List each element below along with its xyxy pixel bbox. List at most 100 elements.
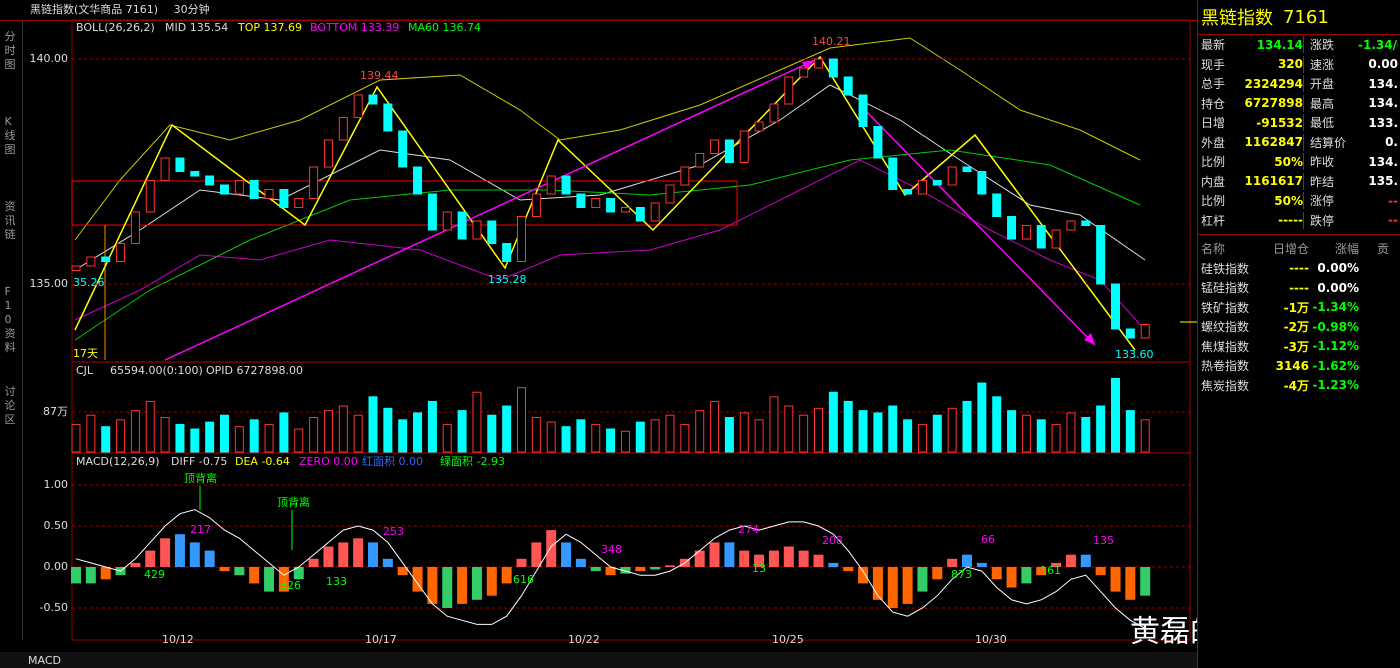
volume-bar <box>368 396 378 453</box>
list-row[interactable]: 硅铁指数 ---- 0.00% <box>1198 259 1400 279</box>
candle <box>977 171 987 195</box>
tab[interactable]: MACD <box>28 654 61 667</box>
macd-bar <box>709 542 720 567</box>
volume-bar <box>947 407 957 453</box>
macd-bar <box>932 567 943 580</box>
candle <box>724 139 734 163</box>
macd-bar <box>724 542 735 567</box>
date-label: 10/12 <box>162 633 194 646</box>
macd-bar <box>561 542 572 567</box>
label: 涨停 <box>1303 192 1358 210</box>
macd-bar <box>1095 567 1106 576</box>
side-tab[interactable]: K线图 <box>4 115 16 156</box>
volume-bar <box>814 407 823 453</box>
cell: 热卷指数 <box>1201 359 1250 374</box>
value: ----- <box>1278 213 1303 228</box>
value: -1.34/0.99 <box>1358 37 1398 52</box>
cell: -2万 <box>1283 320 1309 335</box>
quote-row: 比例 50% 涨停 -- <box>1198 191 1400 211</box>
volume-bar <box>576 419 586 453</box>
list-row[interactable]: 螺纹指数 -2万 -0.98% <box>1198 317 1400 337</box>
label: 开盘 <box>1303 75 1358 93</box>
value: 320 <box>1277 57 1303 72</box>
annotation: 35.26 <box>73 276 105 289</box>
macd-bar <box>1140 567 1151 596</box>
candle <box>888 157 898 190</box>
macd-bar <box>783 546 794 567</box>
list-row[interactable]: 铁矿指数 -1万 -1.34% <box>1198 298 1400 318</box>
list-row[interactable]: 焦炭指数 -4万 -1.23% <box>1198 376 1400 396</box>
label: 比例 <box>1201 155 1226 170</box>
macd-bar <box>234 567 245 576</box>
candle <box>650 202 660 222</box>
frame <box>71 19 1191 641</box>
volume-bar <box>338 405 348 453</box>
macd-bar <box>100 567 111 580</box>
list-row[interactable]: 锰硅指数 ---- 0.00% <box>1198 278 1400 298</box>
macd-bar <box>368 542 378 567</box>
volume-bar <box>160 417 170 453</box>
annotation: 253 <box>383 525 404 538</box>
candle <box>739 130 749 163</box>
list-row[interactable]: 焦煤指数 -3万 -1.12% <box>1198 337 1400 357</box>
label: 外盘 <box>1201 135 1226 150</box>
macd-bar <box>1036 567 1047 576</box>
cell: ---- <box>1289 280 1309 295</box>
candle <box>338 117 348 141</box>
candle <box>116 243 126 262</box>
macd-bar <box>1021 567 1032 584</box>
macd-bar <box>843 567 854 572</box>
instrument-title: 黑链指数(文华商品 7161) <box>30 3 159 16</box>
y-tick-label: -0.50 <box>40 601 68 614</box>
cell: -4万 <box>1283 378 1309 393</box>
volume-bar <box>130 410 140 453</box>
y-tick-label: 135.00 <box>30 277 69 290</box>
sidebar: 分时图 K线图资讯链 F10资料讨论区 <box>0 20 23 640</box>
candle <box>576 193 586 208</box>
annotation: 217 <box>190 523 211 536</box>
volume-bar <box>695 410 705 453</box>
annotation: 873 <box>951 568 972 581</box>
volume-bar <box>175 423 185 453</box>
volume-bar <box>591 423 601 453</box>
macd-bar <box>590 567 601 572</box>
volume-bar <box>1007 410 1017 453</box>
list-row[interactable]: 热卷指数 3146 -1.62% <box>1198 356 1400 376</box>
side-tab[interactable]: 分时图 <box>4 30 16 71</box>
volume-bar <box>398 419 408 453</box>
value: 135. <box>1368 174 1398 189</box>
volume-bar <box>1125 410 1135 453</box>
macd-bar <box>85 567 96 584</box>
candle <box>294 198 304 208</box>
volume-bar <box>1111 377 1120 453</box>
volume-bar <box>1081 417 1091 453</box>
cell: -3万 <box>1283 339 1309 354</box>
macd-bar <box>858 567 869 584</box>
candle <box>1140 324 1150 339</box>
side-tab[interactable]: 资讯链 <box>4 200 16 241</box>
value: 134.14 <box>1256 37 1303 52</box>
candle <box>754 121 764 132</box>
candle <box>205 175 215 186</box>
annotation: 348 <box>601 543 622 556</box>
label: 结算价 <box>1303 133 1358 151</box>
macd-bar <box>531 542 542 567</box>
macd-bar <box>605 567 616 576</box>
side-tab[interactable]: F10资料 <box>4 285 16 354</box>
side-tab[interactable]: 讨论区 <box>4 385 16 426</box>
label: 跌停 <box>1303 211 1358 229</box>
candle <box>309 166 319 199</box>
candle <box>546 175 556 195</box>
y-tick-label: 140.00 <box>30 52 69 65</box>
period[interactable]: 30分钟 <box>173 3 210 16</box>
volume-bar <box>739 412 749 453</box>
volume-bar <box>799 414 809 453</box>
annotation: 顶背离 <box>184 471 217 485</box>
macd-bar <box>872 567 883 600</box>
macd-bar <box>754 554 765 567</box>
cell: 螺纹指数 <box>1201 320 1250 335</box>
candle <box>903 189 913 195</box>
drawings <box>71 55 1197 361</box>
candle <box>1081 220 1091 226</box>
volume-bar <box>843 400 853 453</box>
